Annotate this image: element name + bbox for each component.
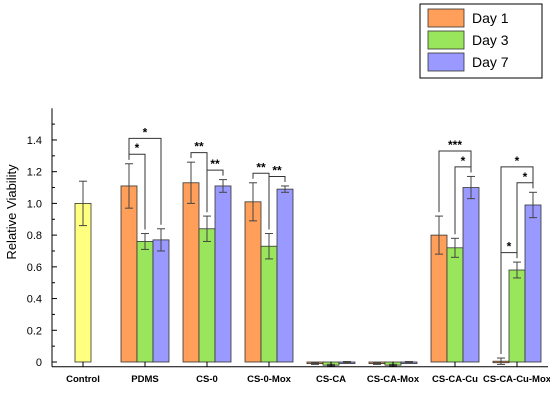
category-label: CS-0 xyxy=(196,374,218,385)
y-tick-label: 0.4 xyxy=(27,294,42,306)
significance-label: ** xyxy=(272,163,282,177)
bar-day-7 xyxy=(524,204,542,363)
significance-label: ** xyxy=(210,157,220,171)
y-axis-title: Relative Viability xyxy=(4,164,19,260)
category-label: CS-0-Mox xyxy=(247,374,292,385)
significance-bracket xyxy=(500,166,534,355)
significance-label: * xyxy=(143,125,148,139)
y-tick-label: 0.2 xyxy=(27,325,42,337)
significance-bracket xyxy=(268,175,286,230)
significance-label: * xyxy=(515,154,520,168)
category-label: CS-CA-Cu xyxy=(432,374,478,385)
category-label: CS-CA-Mox xyxy=(367,374,420,385)
significance-label: * xyxy=(507,240,512,254)
significance-label: * xyxy=(135,141,140,155)
legend-label: Day 7 xyxy=(472,54,509,70)
bar-day-7 xyxy=(152,239,170,363)
legend: Day 1 Day 3 Day 7 xyxy=(419,3,543,79)
bar-day-7 xyxy=(276,188,294,363)
significance-layer: ****** ** ********* xyxy=(128,125,534,355)
category-labels: Control PDMS CS-0 CS-0-Mox CS-CA CS-CA-Mox CS-… xyxy=(66,361,550,385)
category-label: PDMS xyxy=(131,374,158,385)
legend-swatch xyxy=(427,52,465,72)
bar-control xyxy=(74,202,92,363)
bar-day-3 xyxy=(260,245,278,363)
bar-day-3 xyxy=(136,241,154,363)
significance-label: ** xyxy=(194,140,204,154)
legend-label: Day 3 xyxy=(472,32,509,48)
significance-bracket xyxy=(206,169,224,213)
bar-day-3 xyxy=(508,269,526,363)
significance-label: * xyxy=(461,154,466,168)
category-label: CS-CA-Cu-Mox xyxy=(483,374,550,385)
significance-label: *** xyxy=(448,138,462,152)
bar-day-3 xyxy=(446,247,464,363)
legend-swatch xyxy=(427,8,465,28)
bar-day-7 xyxy=(214,185,232,363)
y-tick-label: 0 xyxy=(36,357,42,369)
error-bars-layer xyxy=(79,161,537,367)
bar-day-3 xyxy=(198,228,216,363)
y-tick-label: 1.4 xyxy=(27,135,42,147)
bar-day-7 xyxy=(462,187,480,363)
significance-label: ** xyxy=(256,160,266,174)
y-tick-label: 1.0 xyxy=(27,198,42,210)
category-label: CS-CA xyxy=(316,374,346,385)
bar-day-1 xyxy=(120,185,138,363)
y-ticks: 0 0.2 0.4 0.6 0.8 1.0 1.2 1.4 xyxy=(27,123,57,369)
y-tick-label: 0.8 xyxy=(27,230,42,242)
significance-bracket xyxy=(438,150,472,213)
significance-label: * xyxy=(523,170,528,184)
bar-day-1 xyxy=(244,201,262,363)
y-tick-label: 0.6 xyxy=(27,262,42,274)
significance-bracket xyxy=(454,166,472,235)
axes xyxy=(51,108,548,368)
bar-day-1 xyxy=(182,182,200,363)
significance-bracket xyxy=(128,137,162,225)
legend-swatch xyxy=(427,30,465,50)
legend-label: Day 1 xyxy=(472,10,509,26)
category-label: Control xyxy=(66,374,100,385)
y-tick-label: 1.2 xyxy=(27,167,42,179)
